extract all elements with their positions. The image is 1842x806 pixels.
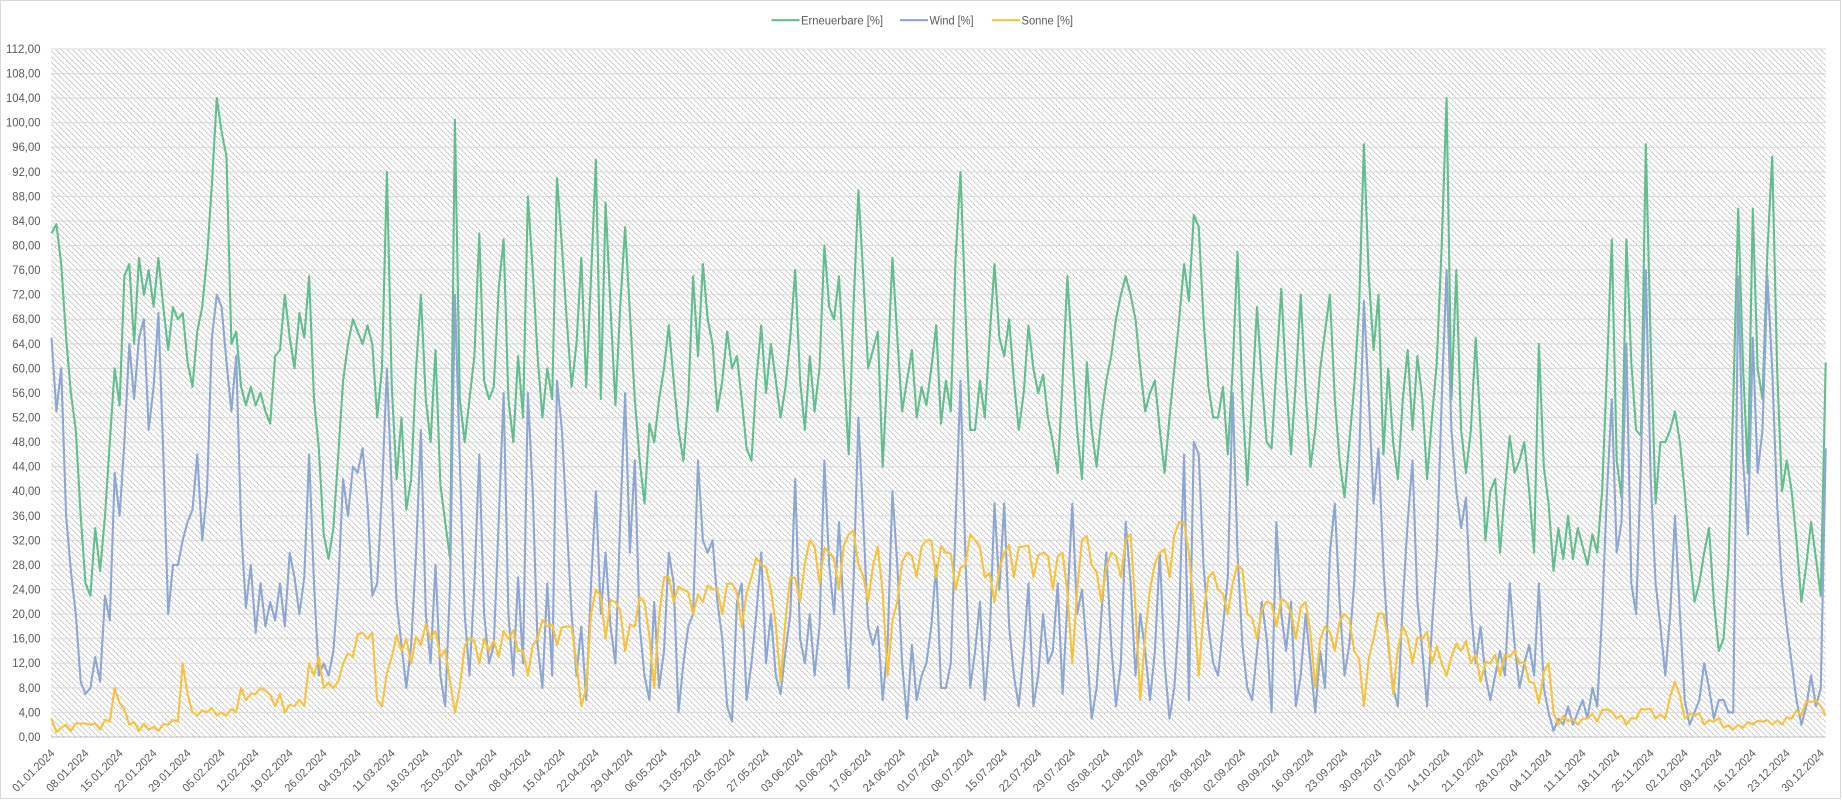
svg-text:92,00: 92,00 [12, 165, 41, 179]
svg-text:24,00: 24,00 [12, 583, 41, 597]
svg-text:44,00: 44,00 [12, 460, 41, 474]
svg-text:72,00: 72,00 [12, 288, 41, 302]
svg-text:40,00: 40,00 [12, 484, 41, 498]
svg-text:52,00: 52,00 [12, 411, 41, 425]
svg-text:12,00: 12,00 [12, 656, 41, 670]
svg-text:Sonne [%]: Sonne [%] [1022, 13, 1074, 27]
svg-text:88,00: 88,00 [12, 189, 41, 203]
svg-text:100,00: 100,00 [6, 116, 41, 130]
svg-text:20,00: 20,00 [12, 607, 41, 621]
svg-text:104,00: 104,00 [6, 91, 41, 105]
svg-text:48,00: 48,00 [12, 435, 41, 449]
svg-text:112,00: 112,00 [6, 42, 41, 56]
svg-text:32,00: 32,00 [12, 533, 41, 547]
svg-text:16,00: 16,00 [12, 632, 41, 646]
svg-text:36,00: 36,00 [12, 509, 41, 523]
svg-text:76,00: 76,00 [12, 263, 41, 277]
svg-text:Wind [%]: Wind [%] [930, 13, 974, 27]
svg-text:0,00: 0,00 [19, 730, 41, 744]
svg-text:8,00: 8,00 [19, 681, 41, 695]
svg-text:64,00: 64,00 [12, 337, 41, 351]
svg-text:28,00: 28,00 [12, 558, 41, 572]
svg-text:80,00: 80,00 [12, 239, 41, 253]
svg-text:96,00: 96,00 [12, 140, 41, 154]
svg-text:84,00: 84,00 [12, 214, 41, 228]
svg-text:68,00: 68,00 [12, 312, 41, 326]
svg-text:Erneuerbare [%]: Erneuerbare [%] [801, 13, 883, 27]
svg-text:56,00: 56,00 [12, 386, 41, 400]
svg-text:108,00: 108,00 [6, 67, 41, 81]
svg-text:60,00: 60,00 [12, 361, 41, 375]
svg-text:4,00: 4,00 [19, 705, 41, 719]
